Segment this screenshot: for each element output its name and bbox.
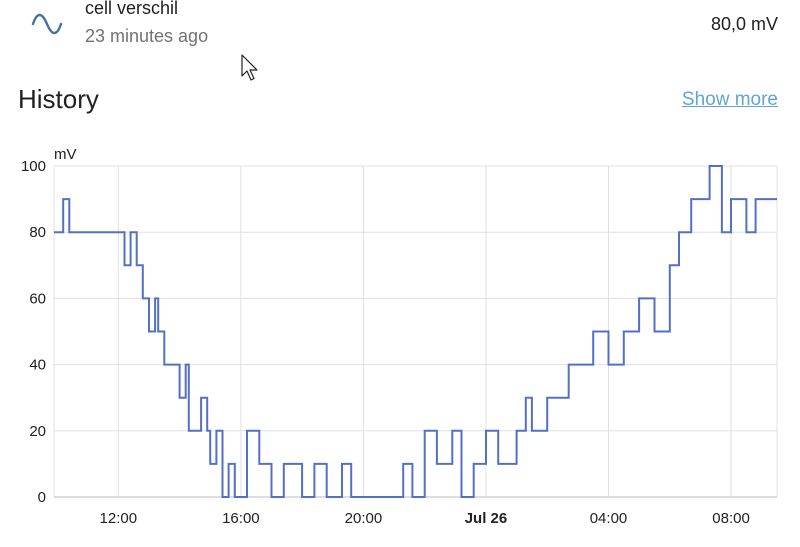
y-axis-ticks: 0 20 40 60 80 100 [21, 158, 46, 506]
y-tick-label: 0 [38, 489, 46, 506]
history-title: History [18, 84, 99, 114]
x-tick-label: 08:00 [712, 510, 750, 527]
y-tick-label: 40 [29, 357, 46, 374]
chart-series [54, 165, 777, 498]
sine-wave-icon [31, 13, 63, 35]
mouse-cursor-icon [241, 54, 258, 81]
series-line [54, 165, 777, 498]
history-chart[interactable]: 0 20 40 60 80 100 12:00 16:00 20:00 Jul 26 04:00 0… [0, 140, 800, 547]
y-axis-unit: mV [54, 146, 77, 163]
x-axis-ticks: 12:00 16:00 20:00 Jul 26 04:00 08:00 [100, 510, 750, 527]
x-tick-label: 04:00 [590, 510, 628, 527]
x-tick-label: 12:00 [100, 510, 138, 527]
entity-last-changed: 23 minutes ago [85, 26, 209, 46]
entity-row[interactable]: cell verschil 23 minutes ago 80,0 mV [0, 0, 800, 56]
sine-wave-path [31, 13, 63, 35]
y-tick-label: 100 [21, 158, 46, 175]
entity-name: cell verschil [85, 0, 179, 18]
y-tick-label: 20 [29, 423, 46, 440]
entity-state: 80,0 mV [710, 14, 778, 34]
y-tick-label: 60 [29, 290, 46, 307]
x-tick-label: 20:00 [345, 510, 383, 527]
y-tick-label: 80 [29, 224, 46, 241]
show-more-link[interactable]: Show more [681, 89, 778, 110]
x-tick-label: 16:00 [222, 510, 260, 527]
x-tick-label: Jul 26 [465, 510, 508, 527]
